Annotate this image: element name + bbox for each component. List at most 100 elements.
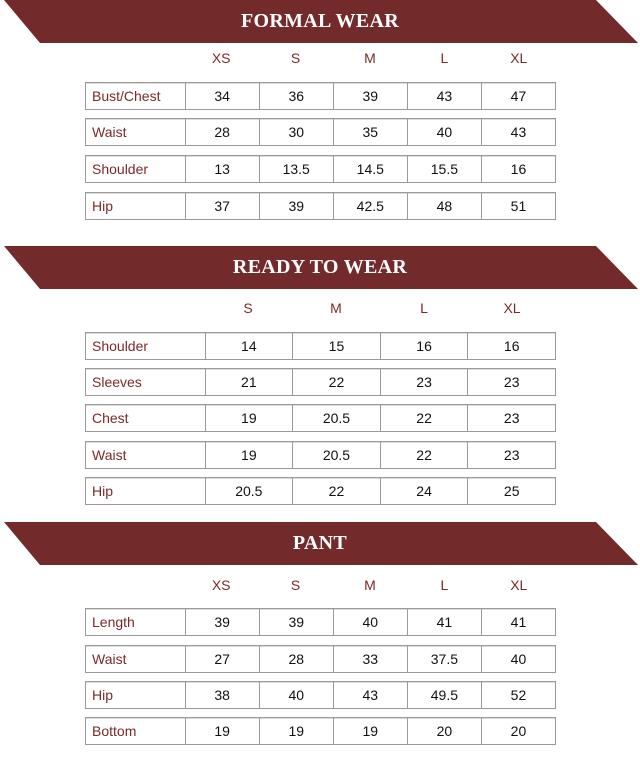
measurement-value: 35 xyxy=(332,119,407,145)
table-row: Length 39 39 40 41 41 xyxy=(85,608,556,636)
measurement-value: 22 xyxy=(379,442,468,468)
measurement-value: 22 xyxy=(292,478,380,504)
measurement-value: 20.5 xyxy=(204,478,293,504)
measurement-value: 40 xyxy=(480,646,555,672)
measurement-value: 41 xyxy=(480,609,555,635)
section-title: READY TO WEAR xyxy=(232,256,408,278)
measurement-label: Shoulder xyxy=(92,338,149,354)
measurement-value: 19 xyxy=(184,718,259,744)
measurement-value: 39 xyxy=(184,609,259,635)
size-header: S xyxy=(290,50,301,66)
measurement-label: Hip xyxy=(92,687,114,703)
measurement-value: 22 xyxy=(292,369,380,395)
measurement-value: 52 xyxy=(480,682,555,708)
table-row: Shoulder 13 13.5 14.5 15.5 16 xyxy=(85,155,556,183)
measurement-value: 27 xyxy=(184,646,259,672)
measurement-value: 30 xyxy=(258,119,333,145)
size-header: M xyxy=(364,577,376,593)
table-row: Hip 20.5 22 24 25 xyxy=(85,477,556,505)
measurement-value: 48 xyxy=(406,193,481,219)
measurement-value: 15.5 xyxy=(406,156,481,182)
measurement-value: 20.5 xyxy=(292,405,380,431)
measurement-value: 42.5 xyxy=(332,193,407,219)
measurement-value: 16 xyxy=(467,333,555,359)
measurement-label: Shoulder xyxy=(92,161,149,177)
measurement-value: 14.5 xyxy=(332,156,407,182)
measurement-value: 23 xyxy=(379,369,468,395)
measurement-value: 36 xyxy=(258,83,333,109)
measurement-value: 19 xyxy=(258,718,333,744)
measurement-label: Waist xyxy=(92,651,127,667)
size-header: L xyxy=(440,50,449,66)
measurement-value: 28 xyxy=(184,119,259,145)
measurement-label: Chest xyxy=(92,410,129,426)
measurement-value: 41 xyxy=(406,609,481,635)
measurement-value: 25 xyxy=(467,478,555,504)
size-header: XS xyxy=(211,50,231,66)
measurement-value: 43 xyxy=(480,119,555,145)
measurement-value: 23 xyxy=(467,442,555,468)
measurement-value: 39 xyxy=(258,609,333,635)
size-header: S xyxy=(290,577,301,593)
measurement-label: Waist xyxy=(92,447,127,463)
measurement-value: 20 xyxy=(406,718,481,744)
table-row: Bottom 19 19 19 20 20 xyxy=(85,717,556,745)
table-row: Waist 19 20.5 22 23 xyxy=(85,441,556,469)
measurement-value: 39 xyxy=(332,83,407,109)
section-title: PANT xyxy=(292,532,348,554)
measurement-value: 13 xyxy=(184,156,259,182)
measurement-value: 40 xyxy=(332,609,407,635)
measurement-value: 40 xyxy=(406,119,481,145)
measurement-value: 37.5 xyxy=(406,646,481,672)
measurement-label: Bottom xyxy=(92,723,137,739)
size-header: S xyxy=(243,300,253,316)
measurement-value: 15 xyxy=(292,333,380,359)
table-row: Waist 27 28 33 37.5 40 xyxy=(85,645,556,673)
measurement-value: 22 xyxy=(379,405,468,431)
table-row: Waist 28 30 35 40 43 xyxy=(85,118,556,146)
measurement-value: 20 xyxy=(480,718,555,744)
measurement-value: 19 xyxy=(204,442,293,468)
table-row: Shoulder 14 15 16 16 xyxy=(85,332,556,360)
section-banner: FORMAL WEAR xyxy=(0,0,640,43)
measurement-value: 33 xyxy=(332,646,407,672)
size-header: M xyxy=(364,50,376,66)
measurement-value: 47 xyxy=(480,83,555,109)
measurement-value: 21 xyxy=(204,369,293,395)
measurement-value: 37 xyxy=(184,193,259,219)
size-header: XS xyxy=(211,577,231,593)
measurement-value: 16 xyxy=(480,156,555,182)
banner-shape xyxy=(4,246,638,289)
section-banner: READY TO WEAR xyxy=(0,246,640,289)
measurement-value: 28 xyxy=(258,646,333,672)
measurement-value: 40 xyxy=(258,682,333,708)
section-banner: PANT xyxy=(0,522,640,565)
size-header: M xyxy=(330,300,342,316)
size-header: L xyxy=(420,300,428,316)
measurement-label: Waist xyxy=(92,124,127,140)
size-header: L xyxy=(440,577,449,593)
measurement-value: 43 xyxy=(332,682,407,708)
table-row: Chest 19 20.5 22 23 xyxy=(85,404,556,432)
measurement-value: 23 xyxy=(467,405,555,431)
size-header: XL xyxy=(510,50,528,66)
measurement-label: Sleeves xyxy=(92,374,142,390)
banner-shape xyxy=(4,0,638,43)
table-row: Hip 37 39 42.5 48 51 xyxy=(85,192,556,220)
table-row: Sleeves 21 22 23 23 xyxy=(85,368,556,396)
measurement-value: 19 xyxy=(204,405,293,431)
measurement-value: 19 xyxy=(332,718,407,744)
measurement-value: 14 xyxy=(204,333,293,359)
measurement-value: 13.5 xyxy=(258,156,333,182)
measurement-value: 39 xyxy=(258,193,333,219)
measurement-value: 38 xyxy=(184,682,259,708)
size-header: XL xyxy=(503,300,521,316)
measurement-value: 49.5 xyxy=(406,682,481,708)
measurement-value: 23 xyxy=(467,369,555,395)
table-row: Bust/Chest 34 36 39 43 47 xyxy=(85,82,556,110)
measurement-value: 20.5 xyxy=(292,442,380,468)
table-row: Hip 38 40 43 49.5 52 xyxy=(85,681,556,709)
measurement-value: 24 xyxy=(379,478,468,504)
measurement-label: Length xyxy=(92,614,135,630)
banner-shape xyxy=(4,522,638,565)
